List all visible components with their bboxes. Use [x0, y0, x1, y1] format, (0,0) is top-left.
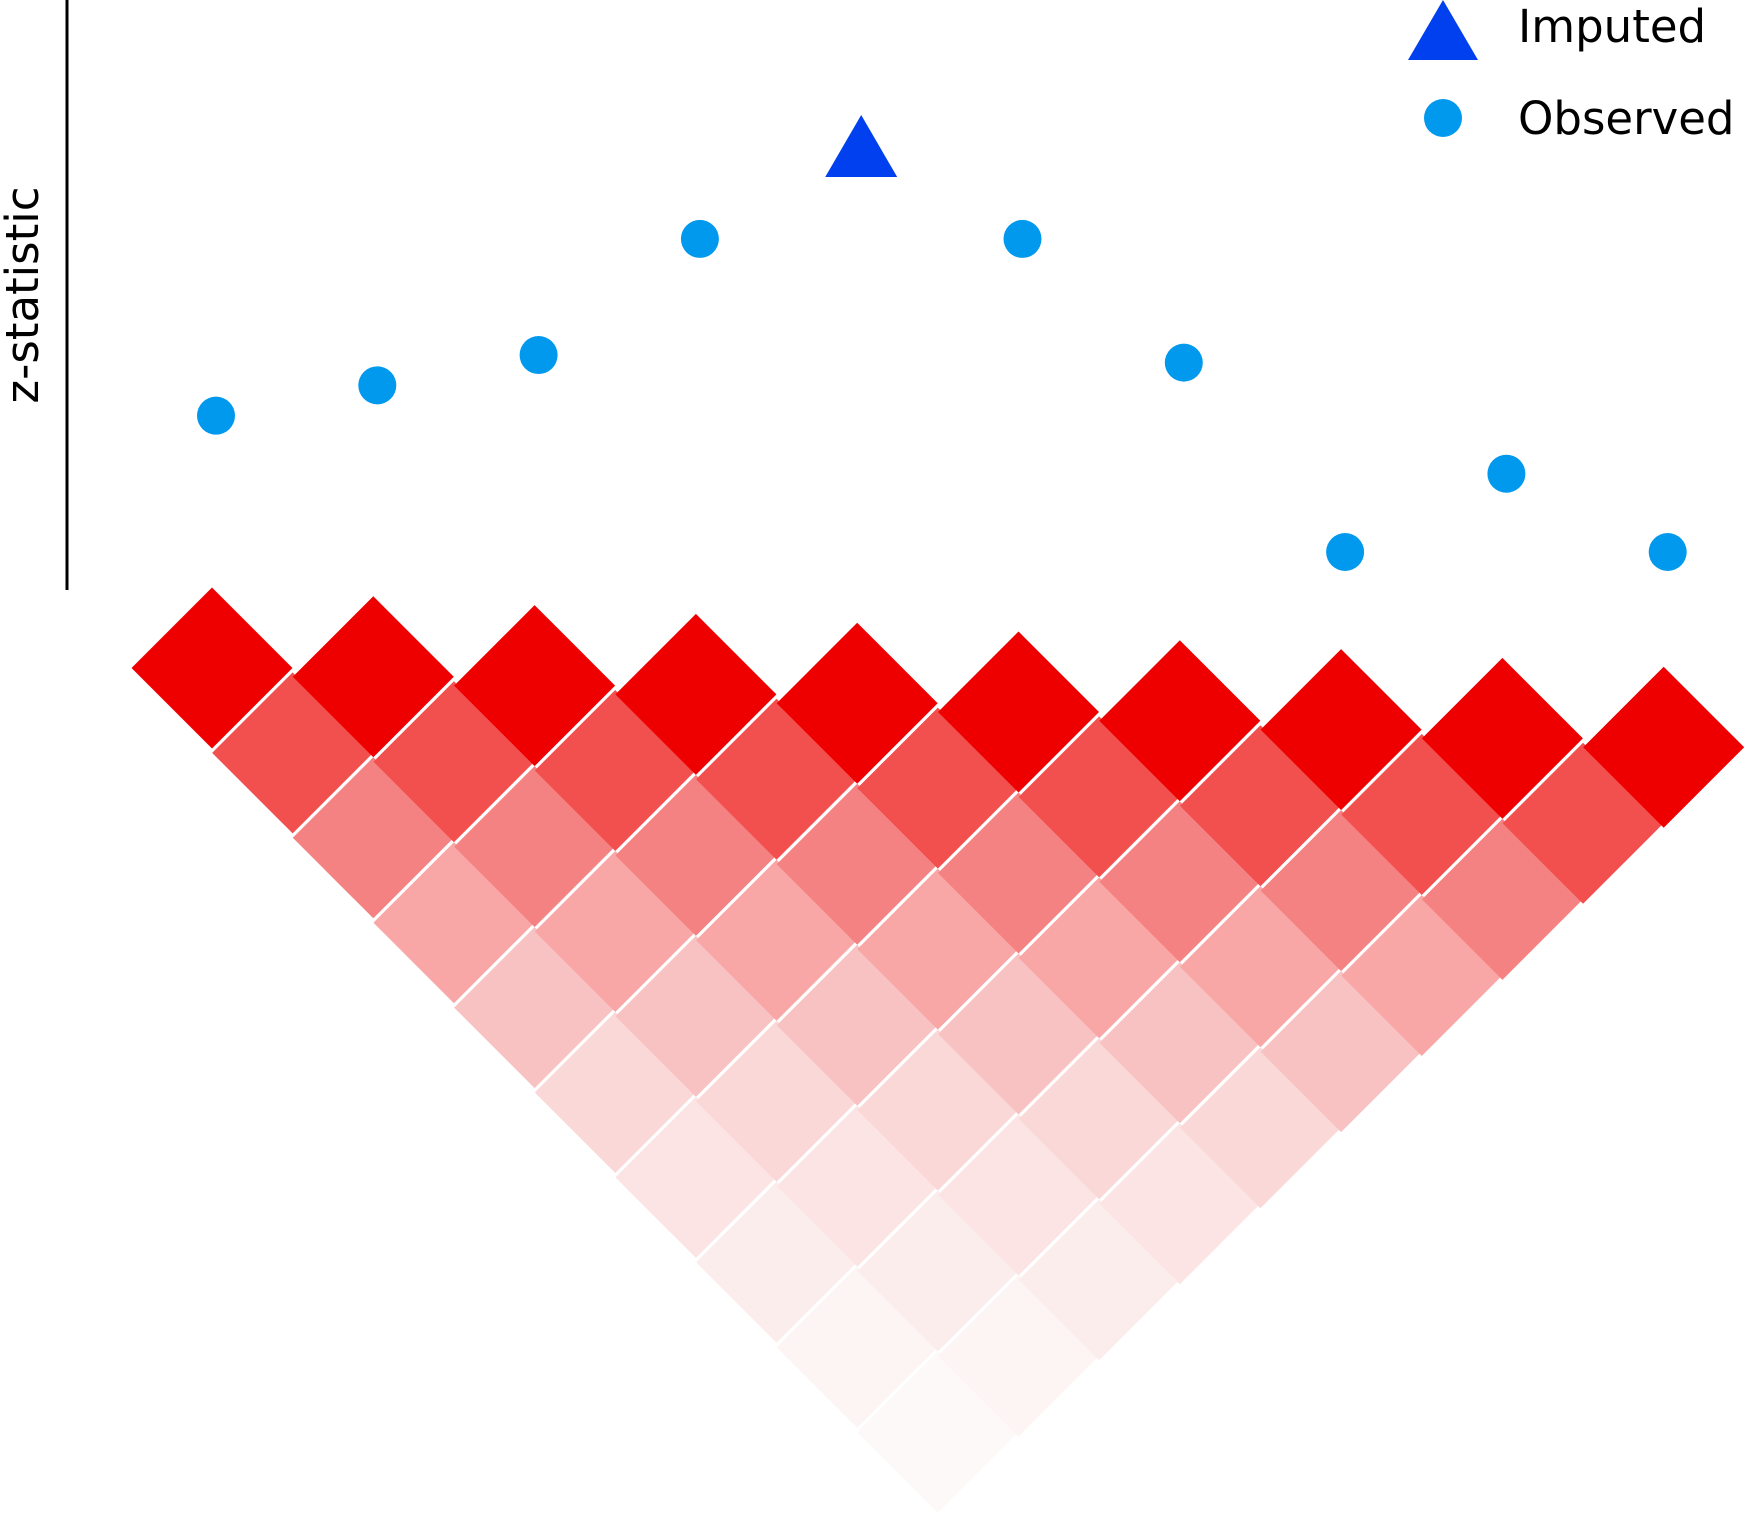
- ld-cell: [1260, 649, 1422, 811]
- data-points: [197, 115, 1687, 571]
- ld-cell: [131, 587, 293, 749]
- ld-heatmap: [131, 587, 1745, 1513]
- ld-cell: [292, 596, 454, 758]
- ld-cell: [1421, 657, 1583, 819]
- observed-point: [197, 396, 235, 435]
- observed-point: [358, 366, 397, 405]
- ld-cell: [454, 605, 616, 767]
- observed-point: [1164, 343, 1203, 382]
- legend-imputed-triangle-icon: [1408, 0, 1478, 60]
- ld-cell: [1099, 962, 1261, 1124]
- legend: Imputed Observed: [1408, 0, 1735, 145]
- observed-point: [1648, 533, 1687, 571]
- observed-point: [1003, 219, 1042, 258]
- observed-point: [1326, 533, 1365, 571]
- legend-observed-circle-icon: [1424, 99, 1462, 137]
- ld-cell: [776, 622, 938, 784]
- imputed-point: [825, 115, 898, 177]
- ld-cell: [1099, 640, 1261, 802]
- observed-point: [1487, 454, 1526, 493]
- y-axis-label: z-statistic: [0, 186, 49, 403]
- ld-cell: [938, 631, 1099, 793]
- observed-point: [519, 336, 558, 375]
- ld-cell: [1583, 666, 1745, 828]
- observed-point: [680, 219, 719, 258]
- legend-observed-label: Observed: [1518, 92, 1735, 145]
- ld-cell: [615, 613, 777, 775]
- legend-imputed-label: Imputed: [1518, 0, 1706, 53]
